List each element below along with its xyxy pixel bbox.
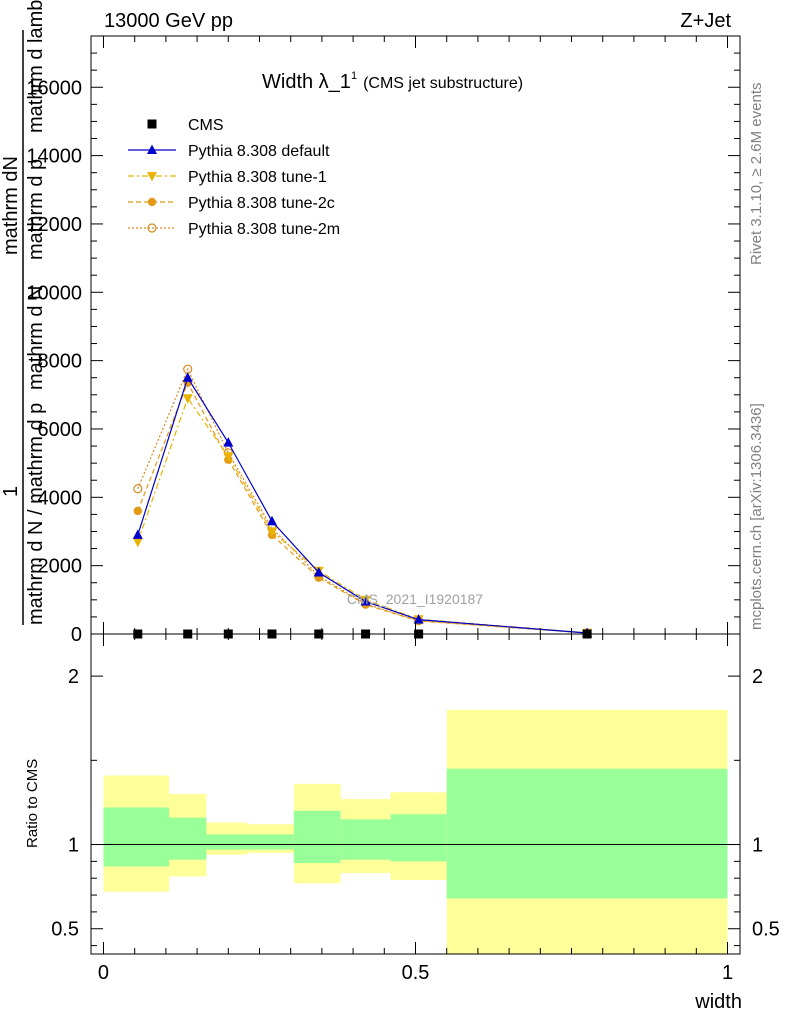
y-label-dpt-dlambda: mathrm d lambda <box>25 0 47 133</box>
legend-label: Pythia 8.308 tune-2m <box>188 221 340 238</box>
x-axis-label: width <box>694 991 742 1013</box>
main-y-tick-label: 8000 <box>38 351 83 373</box>
ratio-stat-band <box>103 807 170 867</box>
ratio-y-tick-label-right: 2 <box>752 666 763 688</box>
ratio-y-tick-label: 0.5 <box>51 919 79 941</box>
main-x-ticks <box>102 36 729 634</box>
data-point <box>266 515 277 526</box>
energy-label: 13000 GeV pp <box>104 10 233 32</box>
data-point <box>133 484 143 494</box>
main-y-tick-label: 12000 <box>26 214 82 236</box>
main-y-label: 1 mathrm d N / mathrm d p mathrm dN math… <box>0 0 47 625</box>
main-y-tick-label: 10000 <box>26 282 82 304</box>
legend-entry: Pythia 8.308 tune-1 <box>128 169 327 186</box>
ratio-stat-band <box>446 768 728 899</box>
analysis-watermark: CMS_2021_I1920187 <box>347 591 483 607</box>
ratio-stat-band <box>340 819 391 860</box>
legend-marker <box>147 223 157 233</box>
data-point <box>132 537 143 548</box>
x-tick-label: 0.5 <box>402 962 430 984</box>
series-line <box>137 376 588 634</box>
ratio-y-ticks: 0.5 0.5 1 1 2 2 <box>51 666 780 947</box>
data-point <box>133 506 143 516</box>
data-point <box>182 394 193 404</box>
data-point <box>313 566 324 577</box>
ratio-panel: 0.5 0.51 12 2 0 0.5 1 Ratio to CMS width <box>24 633 780 1013</box>
y-label-denominator: mathrm d N / mathrm d p <box>25 403 47 625</box>
legend: CMS Pythia 8.308 default Pythia 8.308 tune… <box>128 117 340 238</box>
legend-entry: CMS <box>147 117 224 134</box>
ratio-stat-band <box>206 834 248 850</box>
legend-entry: Pythia 8.308 tune-2m <box>128 221 340 238</box>
ratio-y-tick-label: 2 <box>68 666 79 688</box>
main-panel: 0 2000 4000 6000 8000 10000 12000 14000 16000 Wi… <box>0 0 741 646</box>
ratio-y-tick-label: 1 <box>68 835 79 857</box>
x-tick-label: 1 <box>722 962 733 984</box>
main-y-tick-label: 2000 <box>38 556 83 578</box>
y-label-dp: mathrm d p <box>25 159 47 260</box>
legend-label: Pythia 8.308 default <box>188 143 330 160</box>
legend-label: CMS <box>188 117 224 134</box>
y-label-dn: mathrm dN <box>0 156 22 255</box>
main-y-tick-label: 6000 <box>38 419 83 441</box>
data-point <box>413 614 424 624</box>
main-y-tick-label: 4000 <box>38 487 83 509</box>
chart-title: Width λ_11 (CMS jet substructure) <box>262 70 523 93</box>
ratio-stat-band <box>390 814 447 862</box>
legend-label: Pythia 8.308 tune-1 <box>188 169 327 186</box>
data-point <box>223 437 234 447</box>
main-y-tick-label: 14000 <box>26 146 82 168</box>
ratio-bands <box>103 709 728 954</box>
data-point <box>223 452 234 462</box>
ratio-stat-band <box>169 817 207 860</box>
legend-marker <box>147 197 157 207</box>
data-point <box>182 372 193 382</box>
ratio-stat-band <box>247 834 294 850</box>
data-point <box>266 527 277 537</box>
legend-marker <box>147 172 157 182</box>
legend-entry: Pythia 8.308 tune-2c <box>128 195 335 212</box>
ratio-x-ticks: 0 0.5 1 <box>98 634 733 984</box>
legend-marker <box>147 119 157 129</box>
legend-label: Pythia 8.308 tune-2c <box>188 195 335 212</box>
ratio-y-label: Ratio to CMS <box>24 759 41 848</box>
legend-marker <box>147 144 157 154</box>
y-label-dp-mid: mathrm d N <box>25 286 47 390</box>
ratio-y-tick-label-right: 0.5 <box>752 919 780 941</box>
series-pythia-8-308-default <box>132 372 593 637</box>
data-point <box>132 529 143 539</box>
legend-entry: Pythia 8.308 default <box>128 143 330 160</box>
main-y-ticks: 0 2000 4000 6000 8000 10000 12000 14000 16000 <box>26 35 740 646</box>
x-tick-label: 0 <box>98 962 109 984</box>
ratio-stat-band <box>293 810 341 864</box>
data-point <box>360 596 371 606</box>
process-label: Z+Jet <box>680 10 731 32</box>
main-y-tick-label: 16000 <box>26 77 82 99</box>
mcplots-label: mcplots.cern.ch [arXiv:1306.3436] <box>748 403 765 630</box>
rivet-label: Rivet 3.1.10, ≥ 2.6M events <box>748 83 765 266</box>
ratio-y-tick-label-right: 1 <box>752 835 763 857</box>
series-line <box>137 381 588 634</box>
series-line <box>137 396 588 634</box>
y-label-numerator-one: 1 <box>0 486 22 497</box>
main-y-tick-label: 0 <box>71 624 82 646</box>
